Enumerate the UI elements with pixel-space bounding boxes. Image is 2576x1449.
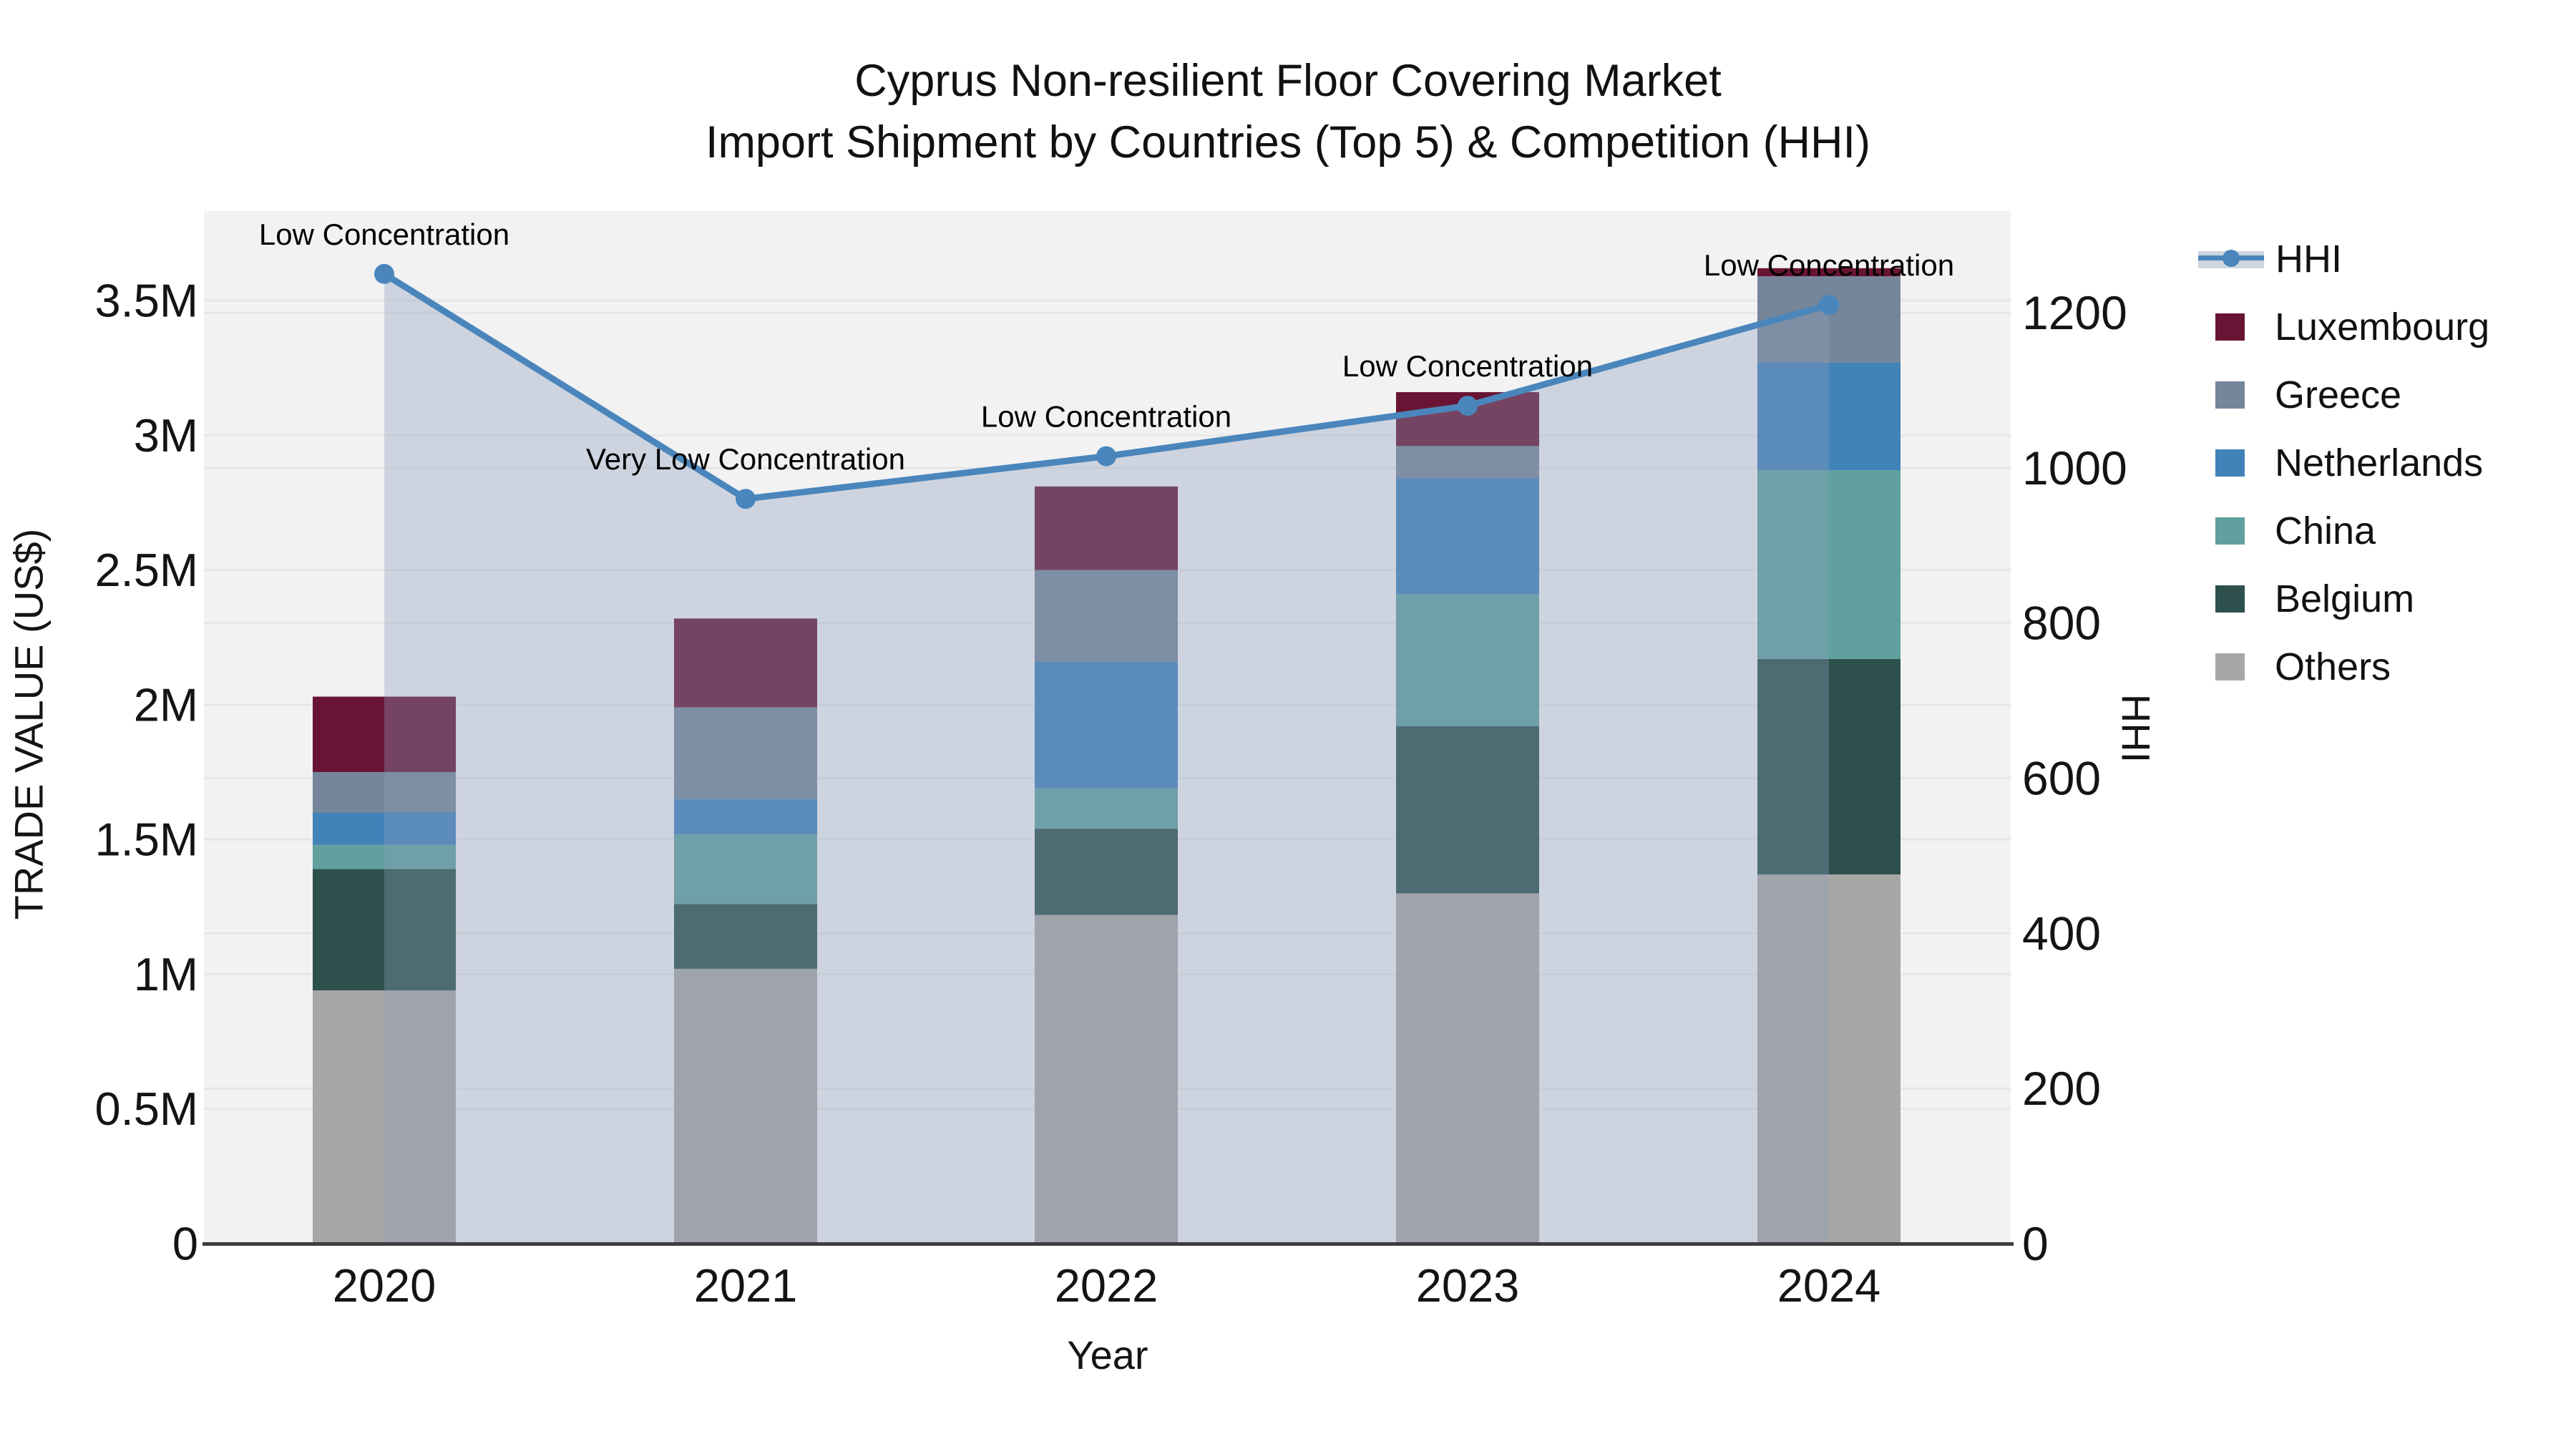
x-tick-label-2022: 2022 (1055, 1259, 1158, 1312)
y-right-tick-label: 600 (2022, 752, 2101, 805)
legend-label: Netherlands (2275, 441, 2484, 484)
luxembourg-swatch-icon (2215, 313, 2245, 341)
y-left-tick-label: 3M (134, 409, 198, 462)
y-right-axis-title: HHI (2114, 694, 2159, 763)
greece-swatch-icon (2215, 381, 2245, 409)
hhi-line-icon (2198, 245, 2264, 273)
hhi-point-2023[interactable] (1458, 396, 1478, 416)
y-left-tick-label: 0.5M (94, 1083, 198, 1135)
legend-item-hhi[interactable]: HHI (2198, 225, 2570, 293)
annotation-2020: Low Concentration (259, 218, 509, 251)
legend-label: HHI (2275, 237, 2342, 280)
annotation-2023: Low Concentration (1342, 349, 1593, 383)
x-axis-spine (203, 1242, 2014, 1246)
y-left-tick-label: 1.5M (94, 814, 198, 866)
legend-item-china[interactable]: China (2198, 497, 2570, 565)
y-left-tick-label: 2.5M (94, 544, 198, 596)
hhi-area-fill (384, 273, 1829, 1244)
annotation-2021: Very Low Concentration (586, 442, 905, 476)
chart-title-block: Cyprus Non-resilient Floor Covering Mark… (0, 50, 2576, 173)
bar-segment-others-2021[interactable] (674, 968, 817, 1244)
chart-title: Cyprus Non-resilient Floor Covering Mark… (854, 56, 1722, 106)
y-right-tick-label: 1200 (2022, 286, 2127, 339)
legend-item-belgium[interactable]: Belgium (2198, 565, 2570, 633)
y-right-tick-label: 200 (2022, 1062, 2101, 1115)
bar-segment-netherlands-2021[interactable] (674, 799, 817, 834)
annotation-2024: Low Concentration (1704, 248, 1954, 282)
y-right-tick-label: 800 (2022, 597, 2101, 650)
y-left-tick-label: 2M (134, 678, 198, 731)
legend-label: Greece (2275, 373, 2402, 416)
legend-label: Luxembourg (2275, 305, 2490, 348)
y-left-tick-label: 0 (172, 1218, 198, 1270)
bar-segment-others-2024[interactable] (1757, 874, 1901, 1244)
bar-segment-others-2022[interactable] (1035, 914, 1178, 1244)
legend: HHI Luxembourg Greece Netherlands China … (2198, 225, 2570, 701)
x-tick-label-2023: 2023 (1416, 1259, 1520, 1312)
bar-segment-greece-2022[interactable] (1035, 570, 1178, 662)
bar-segment-luxembourg-2021[interactable] (674, 618, 817, 708)
legend-label: China (2275, 509, 2376, 552)
others-swatch-icon (2215, 653, 2245, 680)
bar-segment-china-2023[interactable] (1396, 594, 1539, 726)
bar-segment-belgium-2022[interactable] (1035, 829, 1178, 915)
bar-segment-china-2021[interactable] (674, 834, 817, 904)
hhi-point-2021[interactable] (736, 489, 756, 509)
legend-label: Others (2275, 645, 2391, 688)
bar-segment-greece-2020[interactable] (313, 772, 456, 813)
bar-segment-netherlands-2020[interactable] (313, 812, 456, 845)
bar-segment-luxembourg-2020[interactable] (313, 696, 456, 772)
bar-segment-others-2023[interactable] (1396, 893, 1539, 1244)
bar-segment-netherlands-2024[interactable] (1757, 362, 1901, 471)
legend-item-others[interactable]: Others (2198, 633, 2570, 701)
bar-segment-luxembourg-2024[interactable] (1757, 268, 1901, 277)
bar-segment-greece-2021[interactable] (674, 707, 817, 799)
y-right-tick-label: 1000 (2022, 441, 2127, 494)
china-swatch-icon (2215, 517, 2245, 545)
hhi-point-2022[interactable] (1096, 446, 1116, 467)
bar-segment-belgium-2023[interactable] (1396, 726, 1539, 894)
legend-item-greece[interactable]: Greece (2198, 361, 2570, 429)
bar-segment-greece-2023[interactable] (1396, 446, 1539, 479)
bar-segment-belgium-2021[interactable] (674, 904, 817, 969)
bar-segment-china-2020[interactable] (313, 844, 456, 869)
bar-segment-china-2022[interactable] (1035, 788, 1178, 829)
bar-segment-netherlands-2022[interactable] (1035, 661, 1178, 789)
x-tick-label-2024: 2024 (1777, 1259, 1881, 1312)
legend-label: Belgium (2275, 577, 2415, 620)
belgium-swatch-icon (2215, 585, 2245, 613)
legend-item-netherlands[interactable]: Netherlands (2198, 429, 2570, 497)
netherlands-swatch-icon (2215, 449, 2245, 477)
hhi-point-2020[interactable] (374, 263, 394, 284)
y-left-axis-title: TRADE VALUE (US$) (6, 529, 52, 920)
bar-segment-others-2020[interactable] (313, 990, 456, 1244)
y-left-tick-label: 3.5M (94, 275, 198, 327)
hhi-point-2024[interactable] (1819, 295, 1839, 316)
y-left-tick-label: 1M (134, 948, 198, 1000)
bar-segment-netherlands-2023[interactable] (1396, 478, 1539, 595)
x-tick-label-2020: 2020 (333, 1259, 436, 1312)
y-right-tick-label: 400 (2022, 907, 2101, 960)
bar-segment-belgium-2020[interactable] (313, 869, 456, 991)
chart-subtitle: Import Shipment by Countries (Top 5) & C… (705, 117, 1871, 167)
bar-segment-belgium-2024[interactable] (1757, 658, 1901, 875)
bar-segment-luxembourg-2022[interactable] (1035, 486, 1178, 570)
bar-segment-china-2024[interactable] (1757, 470, 1901, 659)
legend-item-luxembourg[interactable]: Luxembourg (2198, 293, 2570, 361)
x-axis-title: Year (1067, 1332, 1148, 1377)
x-tick-label-2021: 2021 (694, 1259, 798, 1312)
y-right-tick-label: 0 (2022, 1217, 2049, 1270)
annotation-2022: Low Concentration (981, 400, 1231, 434)
